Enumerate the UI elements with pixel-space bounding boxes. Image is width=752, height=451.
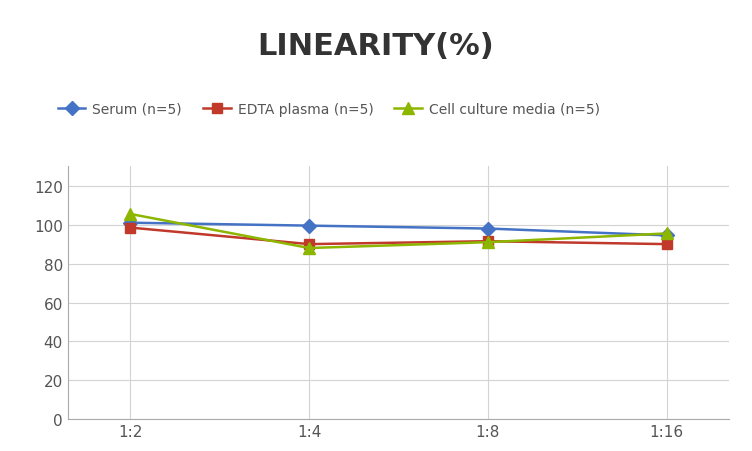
Legend: Serum (n=5), EDTA plasma (n=5), Cell culture media (n=5): Serum (n=5), EDTA plasma (n=5), Cell cul… <box>52 97 605 122</box>
Cell culture media (n=5) <box>305 246 314 251</box>
Cell culture media (n=5) <box>484 240 493 245</box>
Serum (n=5) <box>484 226 493 232</box>
Line: Serum (n=5): Serum (n=5) <box>126 218 672 241</box>
Text: LINEARITY(%): LINEARITY(%) <box>258 32 494 60</box>
Line: Cell culture media (n=5): Cell culture media (n=5) <box>125 209 672 254</box>
EDTA plasma (n=5) <box>484 239 493 244</box>
Serum (n=5) <box>305 223 314 229</box>
EDTA plasma (n=5) <box>305 242 314 247</box>
Line: EDTA plasma (n=5): EDTA plasma (n=5) <box>126 223 672 249</box>
Cell culture media (n=5) <box>663 231 672 237</box>
Serum (n=5) <box>126 221 135 226</box>
Cell culture media (n=5) <box>126 212 135 217</box>
EDTA plasma (n=5) <box>663 242 672 247</box>
Serum (n=5) <box>663 233 672 239</box>
EDTA plasma (n=5) <box>126 226 135 231</box>
